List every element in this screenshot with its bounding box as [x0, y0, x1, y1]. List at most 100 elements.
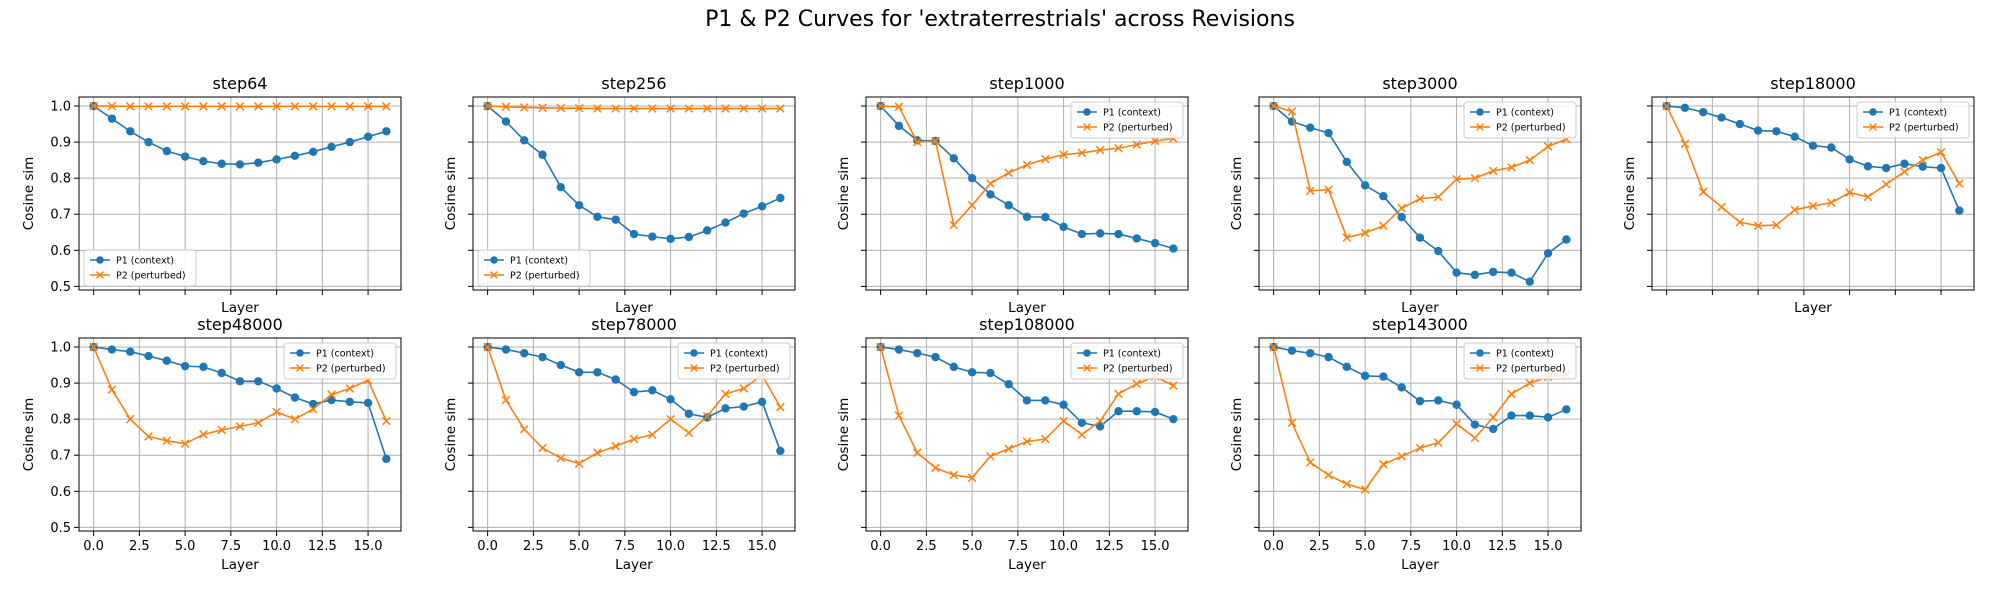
p1-point [931, 352, 940, 362]
p2-point [1324, 185, 1333, 195]
legend: P1 (context) P2 (perturbed) [283, 342, 397, 380]
legend-box [677, 342, 791, 380]
p1-point [611, 215, 620, 224]
p1-point [107, 345, 117, 354]
p1-point [1306, 123, 1315, 132]
p2-point [894, 102, 904, 112]
p1-point [345, 137, 354, 147]
x-tick-label: 0.0 [1263, 539, 1284, 554]
legend-box [1463, 342, 1577, 380]
p2-point [574, 103, 584, 113]
p1-point [1059, 222, 1068, 232]
p1-point [107, 114, 117, 123]
p1-point [629, 229, 639, 239]
p1-point [1525, 277, 1534, 286]
legend-label: P2 (perturbed) [316, 364, 386, 375]
p1-point [501, 117, 511, 126]
p1-point [1525, 411, 1534, 420]
y-axis-label: Cosine sim [836, 157, 852, 231]
p1-point [1488, 424, 1498, 434]
p1-point [199, 157, 208, 166]
x-tick-label: 5.0 [1355, 539, 1376, 554]
p2-point [501, 102, 511, 112]
p1-point [757, 202, 767, 211]
p1-point [254, 377, 263, 386]
p2-point [1470, 433, 1480, 443]
p2-point [1077, 148, 1087, 158]
legend-marker [296, 349, 304, 357]
p1-point [913, 348, 922, 358]
x-tick-label: 0.0 [83, 539, 104, 554]
p1-point [1808, 141, 1818, 150]
subplot-title: step18000 [1770, 74, 1856, 93]
p1-point [949, 154, 959, 163]
x-axis-label: Layer [1401, 557, 1439, 573]
legend-box [1070, 101, 1184, 139]
x-tick-label: 2.5 [1309, 539, 1330, 554]
p1-point [1342, 362, 1352, 372]
p1-point [593, 368, 602, 377]
p1-point [1543, 413, 1553, 422]
p2-point [894, 411, 904, 420]
legend-label: P1 (context) [510, 256, 568, 267]
p2-point [199, 429, 208, 439]
p1-point [1434, 246, 1443, 256]
p1-point [1845, 155, 1854, 164]
x-tick-label: 10.0 [262, 539, 291, 554]
p2-point [1918, 155, 1928, 165]
p2-point [1845, 188, 1854, 197]
axes-frame [1651, 96, 1975, 291]
p2-point [876, 342, 885, 352]
p1-point [593, 212, 602, 221]
y-tick-label: 1.0 [50, 341, 71, 356]
p1-point [1434, 396, 1443, 405]
p1-point [1562, 235, 1571, 244]
p2-point [1397, 203, 1407, 213]
p1-point [574, 201, 584, 210]
p1-point [501, 345, 511, 354]
p1-point [1543, 249, 1553, 258]
p2-point [1808, 201, 1818, 211]
p2-point [611, 104, 621, 113]
p2-point [363, 102, 373, 111]
p1-point [1077, 229, 1087, 239]
figure-title: P1 & P2 Curves for 'extraterrestrials' a… [705, 7, 1295, 32]
legend-marker [1083, 108, 1091, 116]
p2-point [611, 441, 621, 451]
p2-point [1269, 342, 1278, 352]
p1-point [1772, 127, 1781, 136]
p2-point [739, 104, 749, 113]
p1-point [949, 362, 959, 372]
p2-point [986, 179, 995, 188]
p1-point [1507, 411, 1516, 420]
p1-point [1150, 238, 1160, 248]
x-axis-label: Layer [1008, 300, 1046, 316]
p2-point [1698, 187, 1708, 197]
p1-point [1936, 163, 1946, 173]
p1-point [648, 386, 657, 395]
p2-point [483, 342, 492, 352]
p1-point [648, 232, 657, 241]
axes-frame [78, 337, 402, 532]
p1-point [894, 345, 904, 354]
p2-point [931, 463, 940, 473]
x-tick-label: 7.5 [221, 539, 242, 554]
p1-point [556, 182, 566, 192]
p1-point [1863, 162, 1873, 171]
p2-point [180, 102, 190, 111]
p1-point [776, 446, 785, 456]
p1-point [1680, 103, 1690, 113]
legend-marker [1083, 364, 1091, 372]
p1-point [666, 395, 675, 404]
p2-point [1900, 167, 1909, 177]
p2-point [125, 414, 135, 424]
p1-point [1452, 400, 1461, 409]
p1-point [1132, 234, 1141, 243]
legend-label: P1 (context) [1496, 349, 1554, 360]
p1-point [666, 234, 675, 243]
p2-point [1269, 101, 1278, 111]
x-tick-label: 2.5 [129, 539, 150, 554]
p2-point [1169, 381, 1178, 390]
p1-point [290, 151, 300, 161]
p2-point [327, 390, 336, 399]
